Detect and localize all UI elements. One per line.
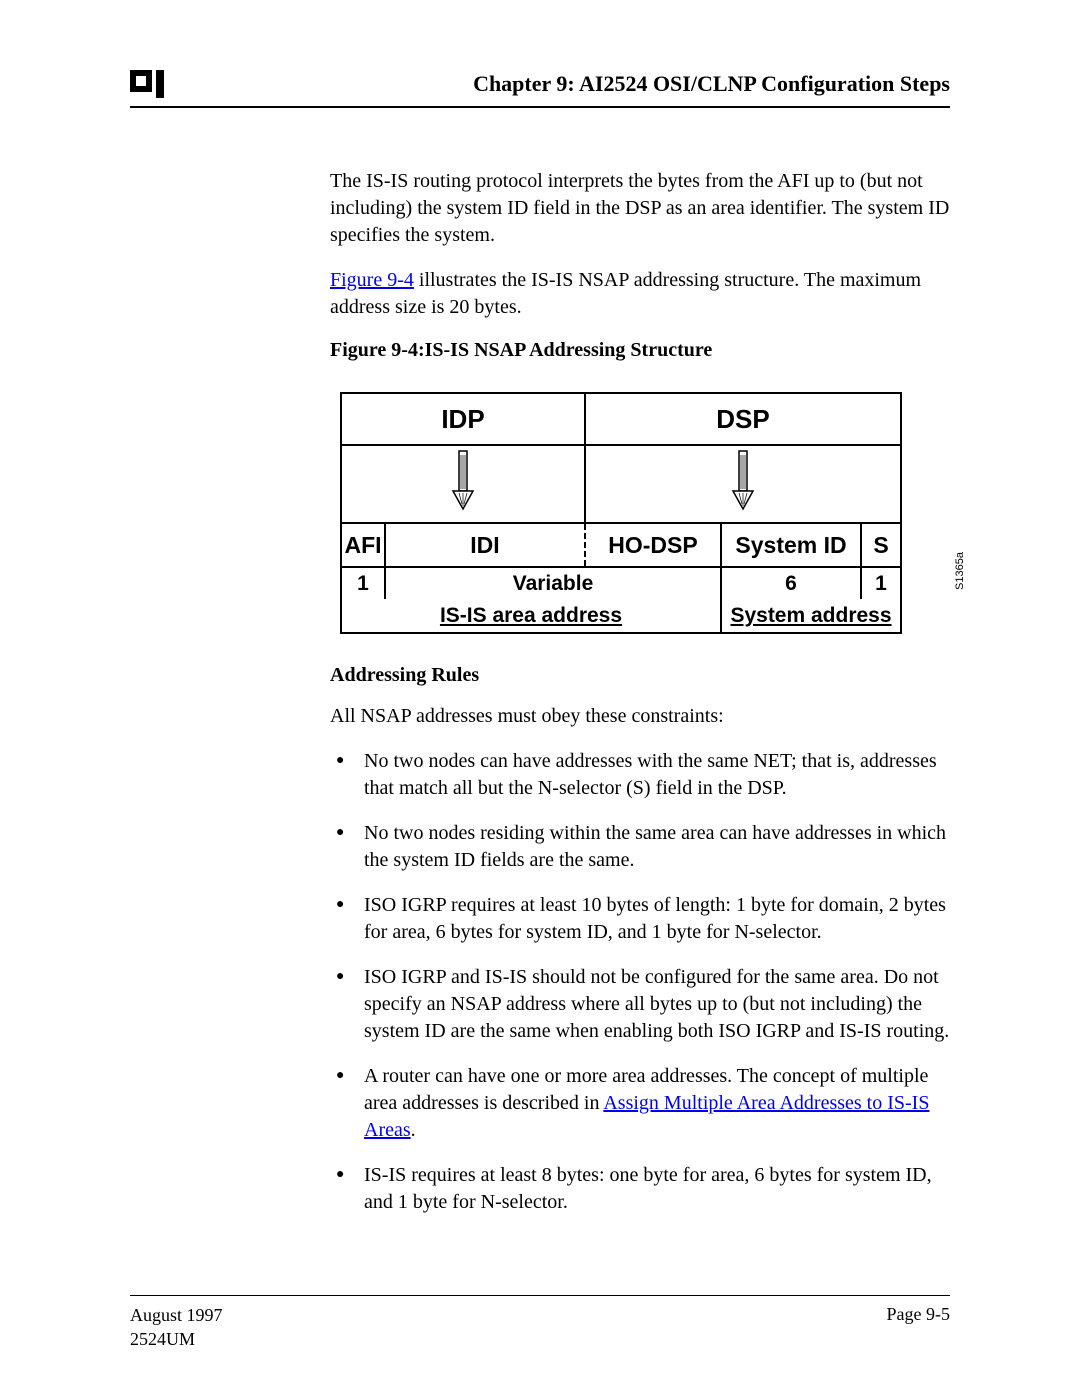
figure-refnum: S1365a bbox=[954, 552, 966, 590]
constraints-intro: All NSAP addresses must obey these const… bbox=[330, 703, 950, 730]
list-item-post: . bbox=[411, 1119, 416, 1141]
page-container: Chapter 9: AI2524 OSI/CLNP Configuration… bbox=[0, 0, 1080, 1397]
list-item: No two nodes can have addresses with the… bbox=[330, 748, 950, 802]
figure-caption: Figure 9-4:IS-IS NSAP Addressing Structu… bbox=[330, 339, 950, 362]
cell-sys-bytes: 6 bbox=[721, 567, 861, 599]
cell-variable: Variable bbox=[385, 567, 721, 599]
footer-page: Page 9-5 bbox=[887, 1304, 950, 1351]
constraints-list: No two nodes can have addresses with the… bbox=[330, 748, 950, 1216]
cell-arrow-right bbox=[585, 445, 901, 523]
company-logo-icon bbox=[130, 70, 172, 98]
page-footer: August 1997 2524UM Page 9-5 bbox=[130, 1295, 950, 1351]
intro-paragraph-2-tail: illustrates the IS-IS NSAP addressing st… bbox=[330, 269, 921, 318]
cell-hodsp: HO-DSP bbox=[585, 523, 721, 567]
cell-s-bytes: 1 bbox=[861, 567, 901, 599]
intro-paragraph-1: The IS-IS routing protocol interprets th… bbox=[330, 168, 950, 249]
nsap-table: IDP DSP bbox=[340, 392, 902, 634]
figure-reference-link[interactable]: Figure 9-4 bbox=[330, 269, 414, 291]
nsap-structure-figure: IDP DSP bbox=[340, 392, 950, 634]
down-arrow-icon bbox=[729, 449, 757, 513]
footer-date: August 1997 bbox=[130, 1305, 223, 1325]
cell-area-label: IS-IS area address bbox=[341, 599, 721, 633]
list-item: IS-IS requires at least 8 bytes: one byt… bbox=[330, 1162, 950, 1216]
footer-left: August 1997 2524UM bbox=[130, 1304, 223, 1351]
list-item: ISO IGRP and IS-IS should not be configu… bbox=[330, 964, 950, 1045]
content-area: The IS-IS routing protocol interprets th… bbox=[330, 168, 950, 1216]
cell-s: S bbox=[861, 523, 901, 567]
cell-idp: IDP bbox=[341, 393, 585, 445]
list-item: No two nodes residing within the same ar… bbox=[330, 820, 950, 874]
cell-dsp: DSP bbox=[585, 393, 901, 445]
footer-docnum: 2524UM bbox=[130, 1329, 195, 1349]
list-item: A router can have one or more area addre… bbox=[330, 1063, 950, 1144]
intro-paragraph-2: Figure 9-4 illustrates the IS-IS NSAP ad… bbox=[330, 267, 950, 321]
down-arrow-icon bbox=[449, 449, 477, 513]
cell-sys-label: System address bbox=[721, 599, 901, 633]
page-header: Chapter 9: AI2524 OSI/CLNP Configuration… bbox=[130, 70, 950, 108]
cell-sysid: System ID bbox=[721, 523, 861, 567]
addressing-rules-heading: Addressing Rules bbox=[330, 664, 950, 687]
cell-afi-bytes: 1 bbox=[341, 567, 385, 599]
chapter-title: Chapter 9: AI2524 OSI/CLNP Configuration… bbox=[473, 71, 950, 97]
cell-afi: AFI bbox=[341, 523, 385, 567]
list-item: ISO IGRP requires at least 10 bytes of l… bbox=[330, 892, 950, 946]
cell-idi: IDI bbox=[385, 523, 585, 567]
cell-arrow-left bbox=[341, 445, 585, 523]
